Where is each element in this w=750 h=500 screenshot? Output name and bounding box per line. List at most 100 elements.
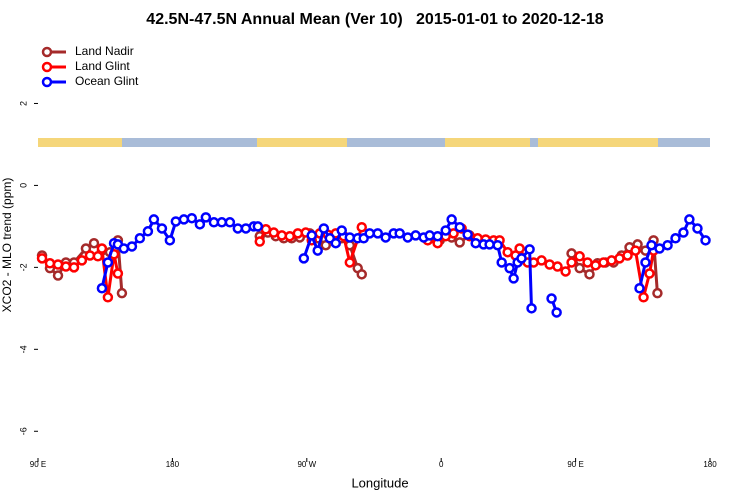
point	[516, 253, 527, 264]
point	[318, 223, 330, 234]
point	[514, 243, 525, 254]
point	[582, 257, 593, 268]
legend-label: Land Glint	[75, 59, 130, 73]
point	[566, 248, 577, 259]
point	[118, 243, 130, 254]
point	[156, 223, 168, 234]
land-band	[538, 138, 658, 147]
point	[598, 257, 609, 268]
point	[560, 266, 571, 277]
point	[484, 239, 495, 250]
point	[638, 292, 649, 303]
point	[224, 217, 236, 228]
point	[630, 245, 641, 256]
point	[312, 245, 323, 256]
point	[254, 236, 266, 247]
point	[670, 233, 681, 244]
ocean-band	[38, 138, 710, 147]
y-tick-label: 2	[18, 101, 28, 106]
point	[194, 219, 206, 230]
point	[102, 292, 114, 303]
point	[216, 217, 228, 228]
point	[148, 214, 160, 225]
point	[394, 228, 405, 239]
point	[96, 243, 108, 254]
point	[492, 239, 503, 251]
point	[446, 214, 457, 225]
legend-marker	[41, 61, 53, 73]
legend-marker	[41, 76, 53, 88]
point	[96, 283, 108, 294]
point	[356, 269, 368, 280]
point	[644, 268, 655, 279]
point	[654, 243, 665, 254]
point	[622, 250, 633, 261]
point	[566, 257, 577, 268]
y-axis-label: XCO2 - MLO trend (ppm)	[0, 178, 14, 313]
point	[454, 237, 465, 248]
point	[178, 214, 190, 225]
point	[164, 235, 176, 246]
point	[200, 212, 212, 223]
point	[410, 230, 421, 241]
point	[684, 214, 695, 225]
point	[504, 262, 515, 274]
point	[186, 212, 198, 224]
x-tick-label: 180	[166, 460, 180, 469]
land-band	[445, 138, 530, 147]
land-band	[257, 138, 347, 147]
point	[678, 227, 689, 238]
point	[640, 257, 651, 268]
point	[68, 262, 80, 273]
point	[330, 237, 342, 249]
point	[380, 232, 391, 243]
point	[116, 287, 128, 299]
x-tick-label: 180	[703, 460, 717, 469]
x-axis-label: Longitude	[351, 475, 408, 490]
x-tick-label: 90 E	[30, 460, 46, 469]
point	[526, 303, 537, 314]
point	[372, 228, 383, 239]
point	[536, 255, 547, 266]
point	[508, 273, 519, 284]
point	[552, 261, 563, 272]
y-tick-label: -6	[18, 427, 28, 435]
y-tick-label: -4	[18, 345, 28, 353]
legend-label: Land Nadir	[75, 44, 134, 58]
point	[92, 251, 104, 262]
point	[646, 239, 657, 251]
x-tick-label: 0	[439, 460, 444, 469]
point	[252, 221, 264, 232]
point	[700, 235, 711, 246]
chart-title: 42.5N-47.5N Annual Mean (Ver 10) 2015-01…	[146, 11, 604, 28]
point	[546, 293, 557, 304]
point	[454, 221, 465, 233]
point	[440, 225, 451, 236]
point	[584, 269, 595, 280]
point	[470, 237, 481, 249]
point	[36, 253, 48, 264]
land-ocean-strip	[38, 138, 710, 147]
point	[462, 229, 473, 240]
point	[44, 258, 56, 269]
x-tick-label: 90 W	[297, 460, 316, 469]
y-tick-label: 0	[18, 183, 28, 188]
point	[126, 241, 138, 252]
y-tick-label: -2	[18, 263, 28, 271]
point	[76, 255, 88, 266]
point	[88, 237, 100, 249]
point	[551, 307, 562, 318]
point	[284, 230, 296, 242]
point	[336, 225, 347, 236]
point	[268, 227, 280, 238]
point	[692, 223, 703, 234]
point	[652, 287, 663, 299]
point	[232, 223, 244, 234]
point	[496, 257, 507, 268]
legend-marker	[41, 46, 53, 58]
point	[614, 253, 625, 264]
point	[134, 233, 146, 244]
point	[142, 226, 154, 237]
